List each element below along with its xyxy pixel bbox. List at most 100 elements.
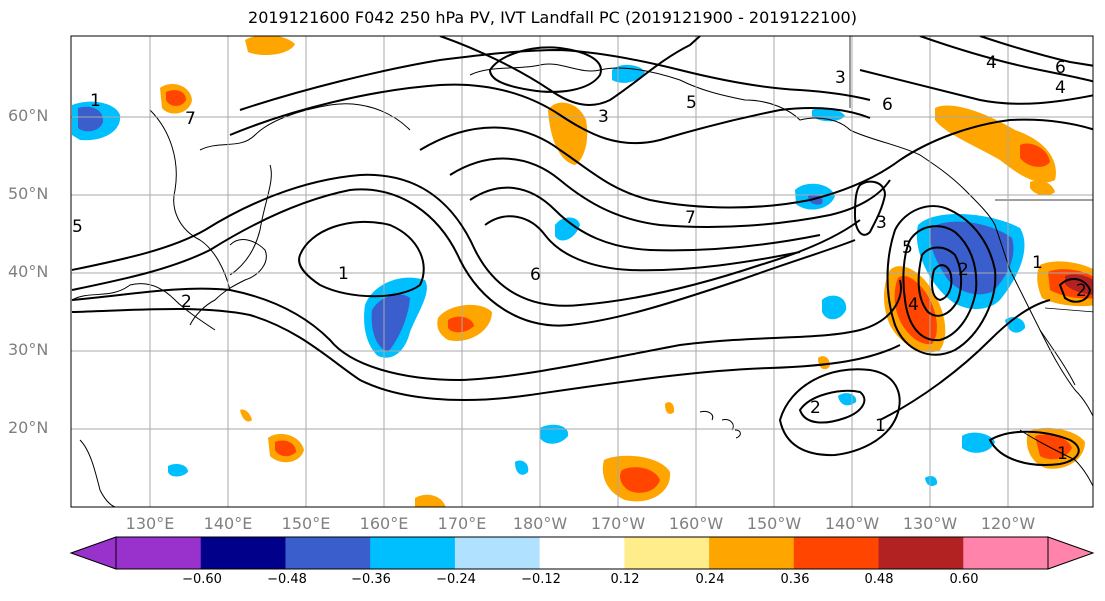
anomaly-negative xyxy=(371,294,410,352)
anomaly-positive xyxy=(665,402,675,414)
colorbar-extend-low xyxy=(69,536,117,570)
contour-label: 7 xyxy=(185,109,196,129)
lon-label: 180°W xyxy=(512,514,568,533)
contour-label: 3 xyxy=(835,68,846,88)
contour-line xyxy=(979,36,1093,67)
contour-line xyxy=(469,186,821,252)
contour-line xyxy=(488,46,602,93)
contour-label: 1 xyxy=(875,416,886,436)
contour-labels: 1 2 3 4 5 6 7 1 2 3 4 5 6 7 3 6 5 4 2 1 … xyxy=(72,53,1087,464)
lon-label: 170°E xyxy=(437,514,487,533)
anomaly-positive xyxy=(818,356,830,370)
contour-line xyxy=(419,118,1093,209)
coastline-north-america xyxy=(849,129,1093,418)
contour-line xyxy=(859,69,1093,105)
anomaly-positive xyxy=(620,467,660,493)
lat-label: 50°N xyxy=(8,184,49,203)
colorbar-tick-label: 0.48 xyxy=(864,572,894,587)
contour-line xyxy=(879,299,1051,421)
contour-label: 4 xyxy=(1055,78,1066,98)
contour-line xyxy=(917,246,963,317)
contour-line xyxy=(853,180,887,236)
anomaly-positive xyxy=(415,494,446,507)
anomaly-positive xyxy=(275,440,296,457)
lon-label: 130°E xyxy=(125,514,175,533)
anomaly-positive xyxy=(1030,180,1055,196)
contour-line xyxy=(484,215,801,272)
contour-label: 2 xyxy=(181,292,192,312)
contour-line xyxy=(988,430,1080,466)
contour-line xyxy=(778,368,901,457)
colorbar-tick-label: 0.24 xyxy=(695,572,725,587)
contour-line xyxy=(931,264,953,302)
contour-label: 1 xyxy=(1057,444,1068,464)
contour-label: 1 xyxy=(1032,253,1043,273)
graticule xyxy=(71,36,1093,507)
contour-line xyxy=(71,188,856,327)
lon-label: 130°W xyxy=(902,514,958,533)
colorbar-extend-high xyxy=(1047,536,1095,570)
colorbar-cell xyxy=(116,537,202,569)
colorbar-cell xyxy=(963,537,1049,569)
contour-line xyxy=(71,279,902,382)
contour-line xyxy=(229,83,871,145)
contour-label: 3 xyxy=(598,107,609,127)
colorbar-cell xyxy=(370,537,456,569)
contour-label: 7 xyxy=(685,208,696,228)
colorbar-cell xyxy=(285,537,371,569)
map-title: 2019121600 F042 250 hPa PV, IVT Landfall… xyxy=(248,8,857,27)
colorbar-cell xyxy=(878,537,964,569)
anomaly-positive xyxy=(1020,143,1050,167)
contour-label: 1 xyxy=(90,91,101,111)
colorbar-tick-label: −0.36 xyxy=(351,572,391,587)
colorbar-cell xyxy=(624,537,710,569)
anomaly-negative xyxy=(78,106,104,132)
lon-label: 160°E xyxy=(359,514,409,533)
anomaly-positive xyxy=(166,90,186,106)
coastline-philippines xyxy=(79,439,116,507)
anomaly-negative xyxy=(168,464,188,477)
coastline-central-america xyxy=(1019,329,1093,488)
colorbar-frame xyxy=(115,536,1049,570)
anomaly-positive xyxy=(240,409,252,422)
contour-label: 6 xyxy=(1055,58,1066,78)
contour-line xyxy=(71,173,861,307)
contour-label: 4 xyxy=(986,53,997,73)
lon-label: 140°E xyxy=(203,514,253,533)
colorbar-tick-label: −0.24 xyxy=(436,572,476,587)
colorbar-cell xyxy=(539,537,625,569)
colorbar-tick-label: −0.60 xyxy=(182,572,222,587)
contour-line xyxy=(886,205,997,356)
contour-label: 1 xyxy=(338,264,349,284)
lon-label: 170°W xyxy=(590,514,646,533)
lat-label: 30°N xyxy=(8,340,49,359)
anomaly-negative xyxy=(822,295,847,320)
contour-label: 5 xyxy=(72,217,83,237)
lon-label: 120°W xyxy=(980,514,1036,533)
contour-line xyxy=(71,307,901,401)
map-area: 1 2 3 4 5 6 7 1 2 3 4 5 6 7 3 6 5 4 2 1 … xyxy=(71,36,1093,507)
lat-label: 40°N xyxy=(8,262,49,281)
contour-label: 2 xyxy=(1076,281,1087,301)
anomaly-positive xyxy=(894,276,937,345)
lon-label: 140°W xyxy=(824,514,880,533)
anomaly-positive xyxy=(1035,434,1072,460)
colorbar-cell xyxy=(709,537,795,569)
contour-label: 4 xyxy=(908,295,919,315)
contour-line xyxy=(798,389,866,424)
contour-label: 3 xyxy=(876,213,887,233)
colorbar-cell xyxy=(793,537,880,569)
contour-label: 5 xyxy=(902,238,913,258)
contour-line xyxy=(902,225,978,342)
colorbar-cells xyxy=(116,537,1049,569)
coastline-japan xyxy=(189,239,267,326)
anomaly-negative xyxy=(555,217,580,241)
colorbar-tick-label: 0.36 xyxy=(780,572,810,587)
contour-line xyxy=(919,36,1093,83)
contour-label: 5 xyxy=(686,93,697,113)
colorbar xyxy=(69,536,1095,570)
contour-line xyxy=(439,36,701,106)
contour-label: 6 xyxy=(882,95,893,115)
contour-line xyxy=(239,48,871,111)
map-frame xyxy=(70,35,1094,508)
